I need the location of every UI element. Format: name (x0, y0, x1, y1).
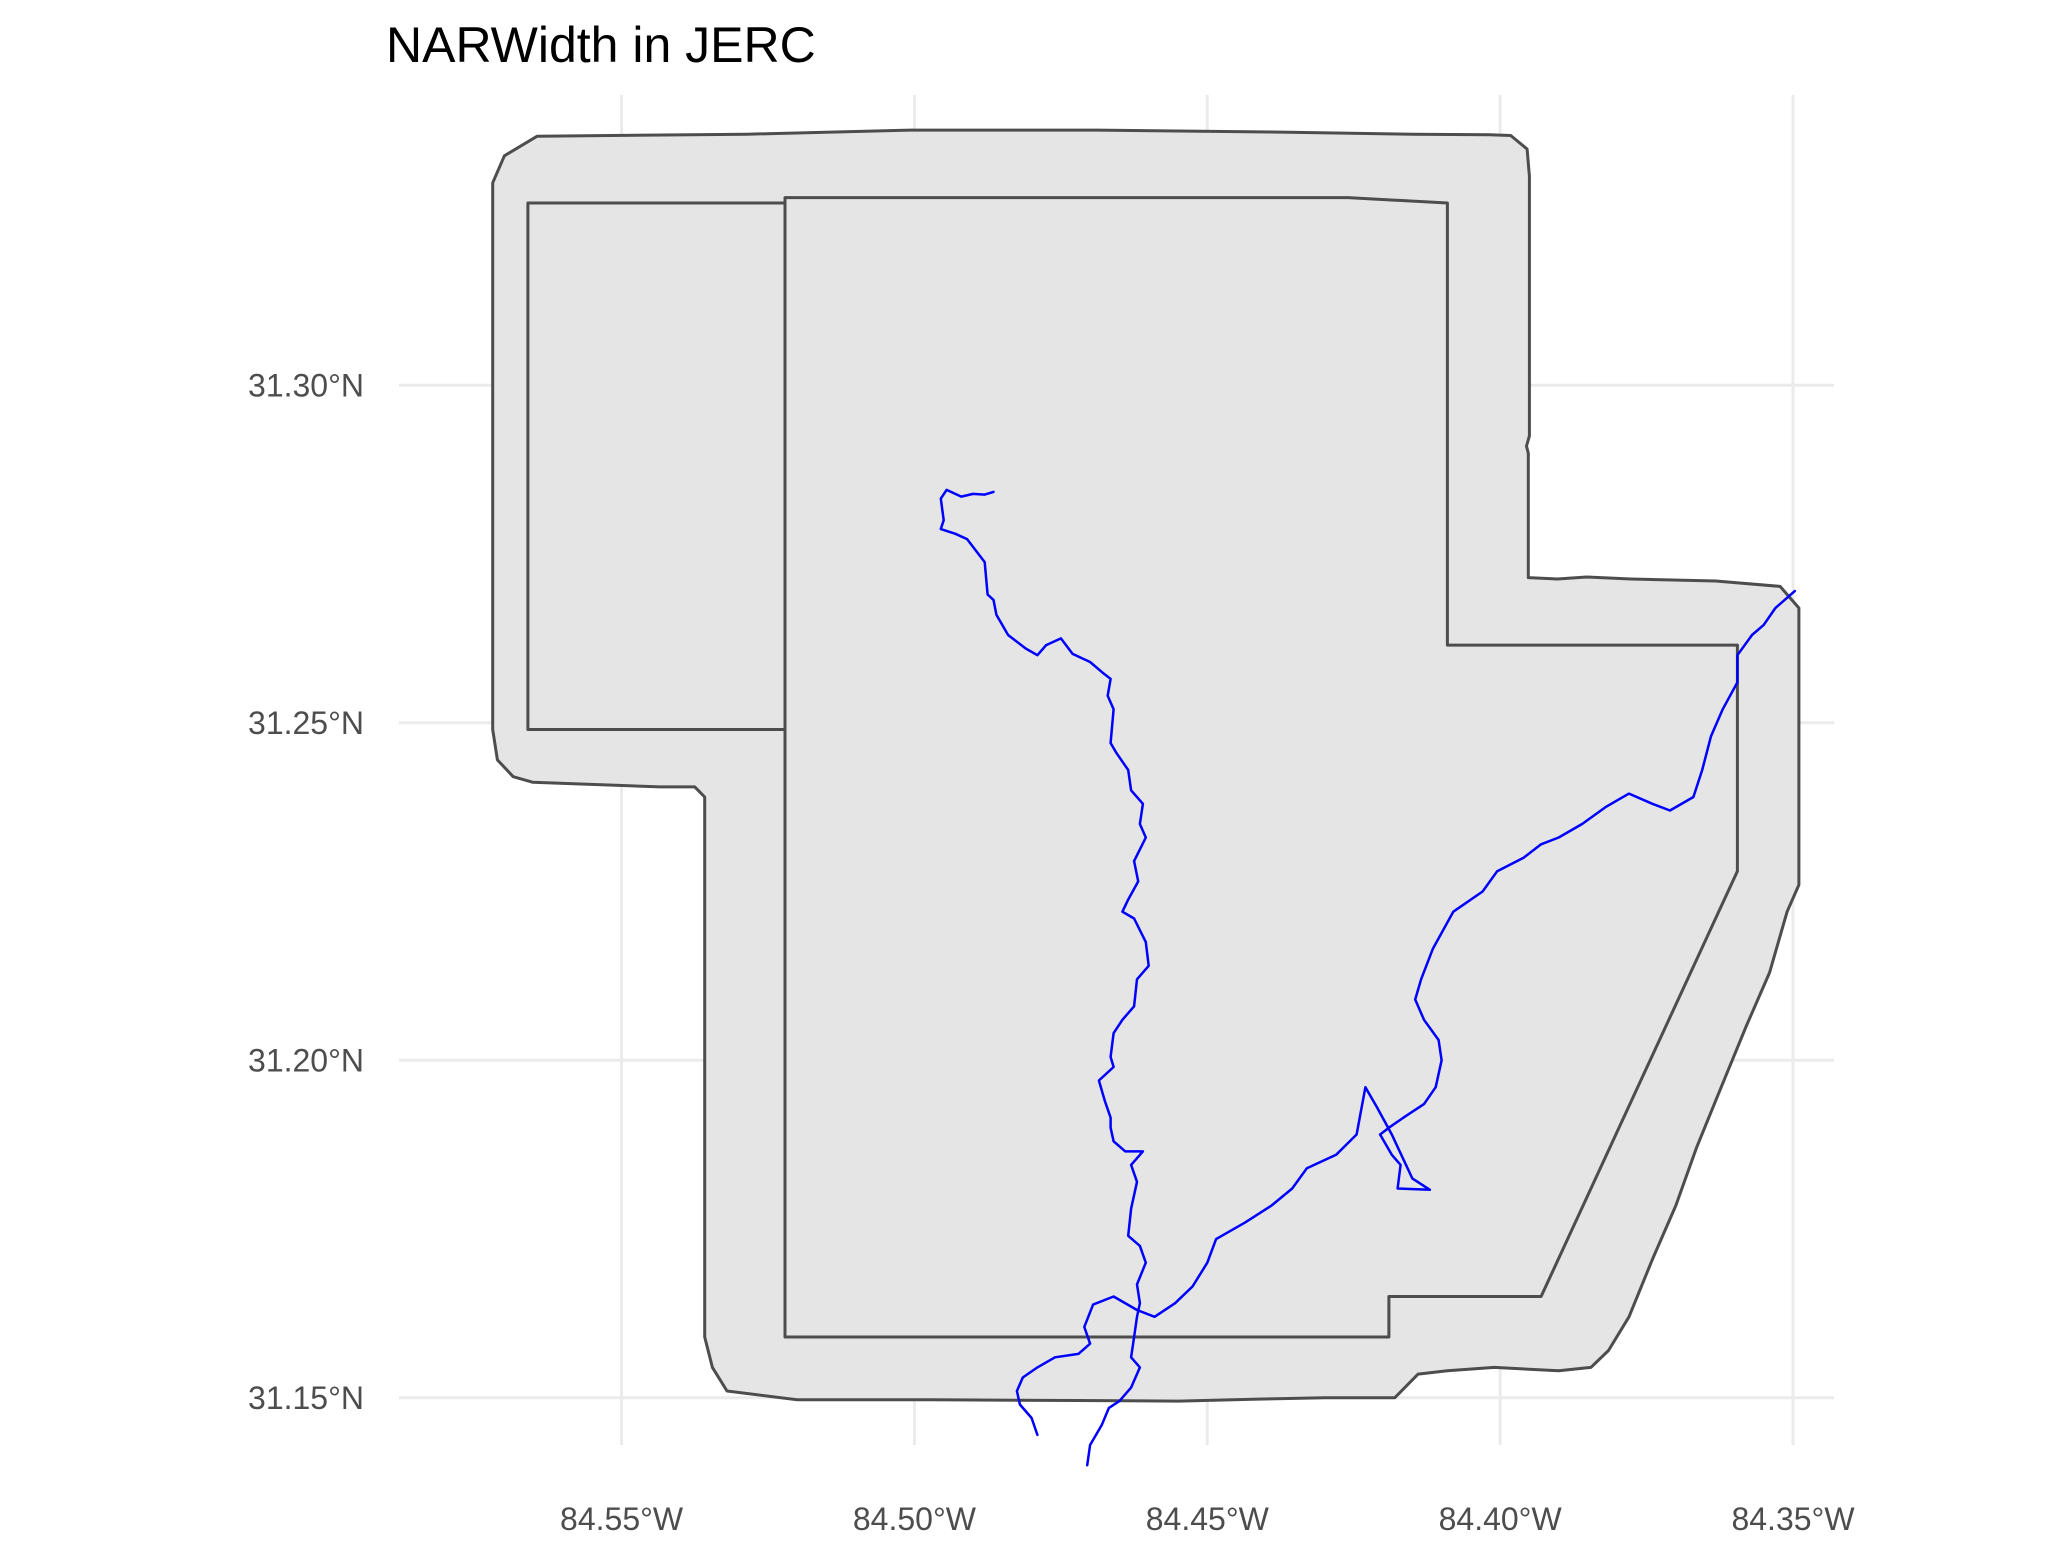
y-tick-label-3: 31.30°N (248, 367, 364, 403)
y-tick-label-1: 31.20°N (248, 1042, 364, 1078)
plot-title: NARWidth in JERC (386, 17, 816, 73)
x-tick-label-0: 84.55°W (560, 1501, 684, 1537)
y-tick-label-2: 31.25°N (248, 705, 364, 741)
x-tick-label-2: 84.45°W (1146, 1501, 1270, 1537)
y-tick-labels: 31.15°N 31.20°N 31.25°N 31.30°N (248, 367, 364, 1416)
y-tick-label-0: 31.15°N (248, 1380, 364, 1416)
boundary-polygons (491, 128, 1801, 1403)
main-tract-polygon (783, 196, 1739, 1339)
x-tick-label-3: 84.40°W (1439, 1501, 1563, 1537)
river-north-line (939, 488, 1150, 1467)
x-tick-label-1: 84.50°W (853, 1501, 977, 1537)
river-main-line (1015, 589, 1797, 1437)
x-tick-labels: 84.55°W 84.50°W 84.45°W 84.40°W 84.35°W (560, 1501, 1855, 1537)
buffer-polygon (491, 128, 1801, 1403)
river-lines (939, 488, 1797, 1467)
x-tick-label-4: 84.35°W (1731, 1501, 1855, 1537)
